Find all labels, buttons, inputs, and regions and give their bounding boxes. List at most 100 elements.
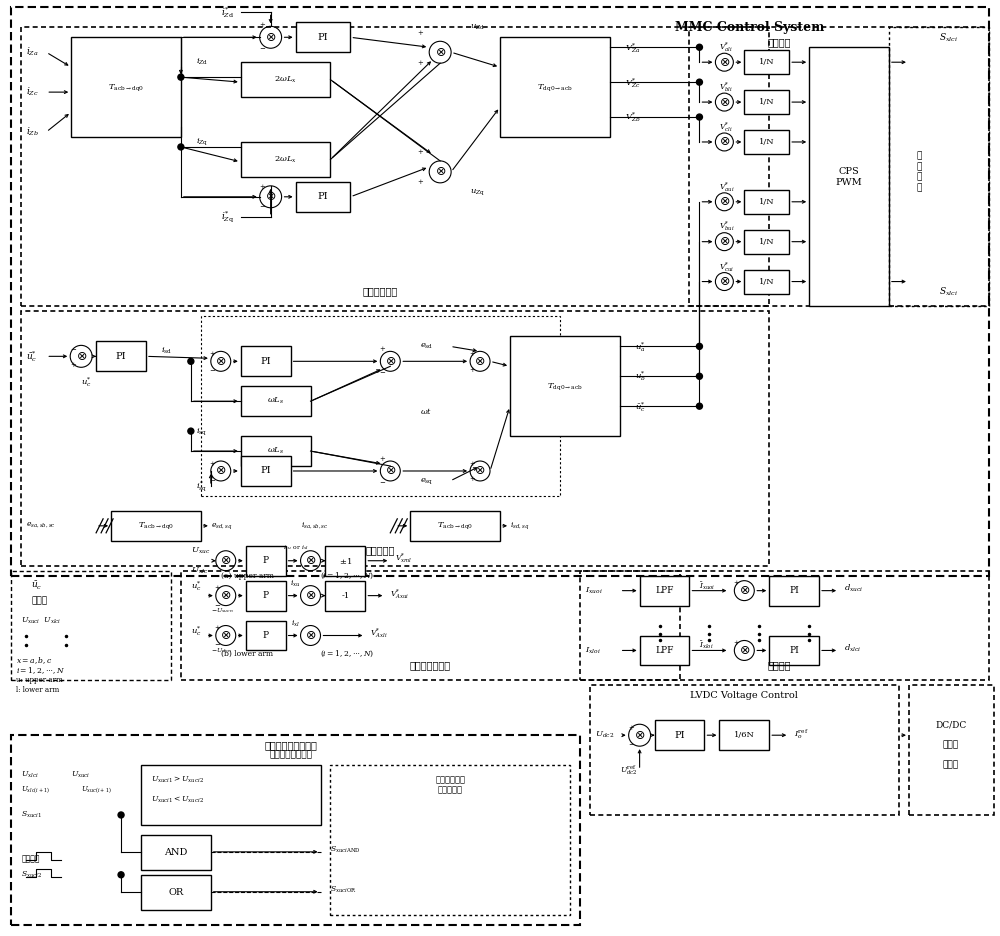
Circle shape <box>178 144 184 150</box>
Text: $\otimes$: $\otimes$ <box>719 136 730 149</box>
Text: $U_{xlc}$: $U_{xlc}$ <box>191 565 208 576</box>
Text: PI: PI <box>789 646 799 655</box>
Bar <box>11 7 989 576</box>
FancyBboxPatch shape <box>96 342 146 372</box>
Text: $-U_{xucn}$: $-U_{xucn}$ <box>211 607 234 615</box>
Text: $S_{xuci2}$: $S_{xuci2}$ <box>21 870 43 880</box>
Text: $\otimes$: $\otimes$ <box>305 589 316 602</box>
FancyBboxPatch shape <box>769 636 819 665</box>
Text: $\otimes$: $\otimes$ <box>220 589 231 602</box>
Text: 开关信号: 开关信号 <box>21 856 40 864</box>
Text: $i_{sd,sq}$: $i_{sd,sq}$ <box>510 520 529 532</box>
Text: 保护，通讯，驱动: 保护，通讯，驱动 <box>269 751 312 760</box>
Text: $V^{*}_{Axui}$: $V^{*}_{Axui}$ <box>390 587 410 600</box>
Text: OR: OR <box>168 887 184 897</box>
FancyBboxPatch shape <box>769 576 819 606</box>
Circle shape <box>188 428 194 434</box>
Text: $V_{Za}^{*}$: $V_{Za}^{*}$ <box>625 41 640 53</box>
FancyBboxPatch shape <box>241 62 330 97</box>
Text: $\otimes$: $\otimes$ <box>435 46 446 59</box>
FancyBboxPatch shape <box>241 142 330 177</box>
Text: $i_{Z\mathrm{d}}$: $i_{Z\mathrm{d}}$ <box>196 57 208 67</box>
Text: $I_{xloi}$: $I_{xloi}$ <box>585 645 601 655</box>
FancyBboxPatch shape <box>296 182 350 212</box>
Text: (b) lower arm: (b) lower arm <box>221 650 273 657</box>
Text: $-$: $-$ <box>628 739 635 747</box>
FancyBboxPatch shape <box>141 835 211 870</box>
Text: $U_{xuc(i+1)}$: $U_{xuc(i+1)}$ <box>81 784 112 796</box>
Bar <box>11 735 580 925</box>
Circle shape <box>188 358 194 364</box>
Bar <box>689 27 989 306</box>
Text: $2\omega L_x$: $2\omega L_x$ <box>274 75 297 85</box>
Text: $U_{xuci1}>U_{xuci2}$: $U_{xuci1}>U_{xuci2}$ <box>151 775 204 785</box>
Text: $u_{a}^{*}$: $u_{a}^{*}$ <box>635 340 645 353</box>
FancyBboxPatch shape <box>296 22 350 52</box>
Text: $U_{xlci}$: $U_{xlci}$ <box>21 770 39 781</box>
Text: $-$: $-$ <box>379 477 386 485</box>
Text: $i_{Z\mathrm{q}}^{*}$: $i_{Z\mathrm{q}}^{*}$ <box>221 209 234 225</box>
Bar <box>21 27 769 306</box>
Text: $\bar{u}_{c}$: $\bar{u}_{c}$ <box>31 579 43 592</box>
FancyBboxPatch shape <box>241 436 311 466</box>
Text: $(i=1,2,\cdots,N)$: $(i=1,2,\cdots,N)$ <box>320 649 375 659</box>
Circle shape <box>696 44 702 51</box>
FancyBboxPatch shape <box>141 875 211 910</box>
Text: $U_{dc2}^{\mathrm{ref}}$: $U_{dc2}^{\mathrm{ref}}$ <box>620 764 637 777</box>
Text: $T_{\mathrm{acb}\to\mathrm{dq0}}$: $T_{\mathrm{acb}\to\mathrm{dq0}}$ <box>437 520 473 532</box>
Text: $\otimes$: $\otimes$ <box>385 355 396 368</box>
Text: 平均值: 平均值 <box>31 596 47 605</box>
Text: $V_{cli}^{*}$: $V_{cli}^{*}$ <box>719 121 733 134</box>
FancyBboxPatch shape <box>410 511 500 541</box>
Text: $I_{xuoi}$: $I_{xuoi}$ <box>585 586 602 595</box>
Text: $V_{Zc}^{*}$: $V_{Zc}^{*}$ <box>625 76 640 89</box>
Text: $+$: $+$ <box>209 459 216 467</box>
Text: MMC Control System: MMC Control System <box>675 21 824 34</box>
Text: $+$: $+$ <box>259 183 266 191</box>
FancyBboxPatch shape <box>111 511 201 541</box>
Text: $\bar{u}_{c}^{*}$: $\bar{u}_{c}^{*}$ <box>635 400 645 413</box>
Text: P: P <box>263 592 269 600</box>
Text: 模块间电压平衡: 模块间电压平衡 <box>410 661 451 670</box>
Text: $-$: $-$ <box>209 475 216 483</box>
Text: LVDC Voltage Control: LVDC Voltage Control <box>690 691 798 700</box>
FancyBboxPatch shape <box>640 636 689 665</box>
Text: u: upper arm: u: upper arm <box>16 677 63 684</box>
Text: $i_{\mathrm{sq}}^{*}$: $i_{\mathrm{sq}}^{*}$ <box>196 479 207 492</box>
Text: $i_{\mathrm{sd}}$: $i_{\mathrm{sd}}$ <box>161 346 172 357</box>
Text: $\omega L_s$: $\omega L_s$ <box>267 396 284 406</box>
Bar <box>181 571 680 680</box>
FancyBboxPatch shape <box>246 580 286 610</box>
FancyBboxPatch shape <box>744 130 789 154</box>
Bar <box>580 571 989 680</box>
FancyBboxPatch shape <box>241 387 311 417</box>
Text: $\bar{I}_{xuoi}$: $\bar{I}_{xuoi}$ <box>699 579 716 592</box>
Text: (a) upper arm: (a) upper arm <box>221 572 274 579</box>
Circle shape <box>696 114 702 120</box>
Text: $\bar{I}_{xloi}$: $\bar{I}_{xloi}$ <box>699 639 714 651</box>
Text: 1/N: 1/N <box>759 138 775 146</box>
Text: $i_{Za}$: $i_{Za}$ <box>26 46 39 58</box>
Circle shape <box>696 373 702 379</box>
Text: $\otimes$: $\otimes$ <box>265 190 276 203</box>
Text: $V_{cui}^{*}$: $V_{cui}^{*}$ <box>719 260 735 273</box>
Text: $+$: $+$ <box>417 177 424 186</box>
Text: CPS
PWM: CPS PWM <box>836 168 862 186</box>
Text: 开
关
信
号: 开 关 信 号 <box>916 152 922 192</box>
Text: $-$: $-$ <box>259 201 266 209</box>
Circle shape <box>178 74 184 80</box>
Text: DC/DC: DC/DC <box>935 721 966 730</box>
Text: $-$: $-$ <box>379 367 386 375</box>
Text: $i_{Zc}$: $i_{Zc}$ <box>26 86 39 98</box>
Text: $\otimes$: $\otimes$ <box>739 644 750 657</box>
Text: $\otimes$: $\otimes$ <box>719 95 730 109</box>
Text: $2\omega L_x$: $2\omega L_x$ <box>274 154 297 165</box>
Text: $u_{c}^{*}$: $u_{c}^{*}$ <box>81 374 92 388</box>
Text: $\pm 1$: $\pm 1$ <box>339 556 352 565</box>
Text: $d_{xuci}$: $d_{xuci}$ <box>844 583 863 594</box>
Text: $+$: $+$ <box>628 723 635 732</box>
Text: $-$: $-$ <box>70 344 77 352</box>
Bar <box>330 765 570 914</box>
FancyBboxPatch shape <box>510 336 620 436</box>
Text: $V_{Zb}^{*}$: $V_{Zb}^{*}$ <box>625 110 640 124</box>
